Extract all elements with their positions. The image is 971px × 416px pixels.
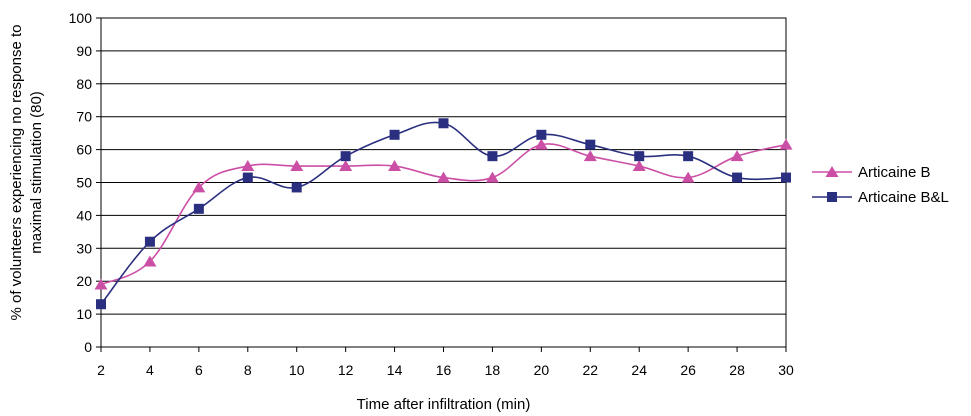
x-tick-label: 28 — [729, 362, 745, 378]
data-point-articaine-b-l — [438, 118, 449, 129]
data-point-articaine-b-l — [536, 129, 547, 140]
y-tick-label: 30 — [76, 240, 92, 256]
legend-marker-articaine-b-l — [827, 192, 837, 202]
x-tick-label: 4 — [146, 362, 154, 378]
data-point-articaine-b-l — [389, 129, 400, 140]
x-tick-label: 2 — [97, 362, 105, 378]
data-point-articaine-b — [779, 138, 793, 150]
data-point-articaine-b-l — [585, 139, 596, 150]
data-point-articaine-b-l — [144, 236, 155, 247]
data-point-articaine-b-l — [732, 172, 743, 183]
y-tick-label: 70 — [76, 109, 92, 125]
x-axis-ticks: 2 4 6 8 10 12 14 16 18 20 22 24 26 28 30 — [97, 347, 794, 378]
y-tick-label: 90 — [76, 43, 92, 59]
data-point-articaine-b — [94, 278, 108, 290]
data-point-articaine-b-l — [96, 299, 106, 310]
data-point-articaine-b — [730, 150, 744, 162]
x-tick-label: 24 — [631, 362, 647, 378]
data-point-articaine-b-l — [683, 151, 694, 162]
y-tick-label: 80 — [76, 76, 92, 92]
y-tick-label: 60 — [76, 142, 92, 158]
data-point-articaine-b-l — [634, 151, 645, 162]
data-point-articaine-b — [143, 255, 157, 267]
data-point-articaine-b — [241, 160, 255, 172]
x-tick-label: 30 — [778, 362, 794, 378]
legend-label-articaine-b-l: Articaine B&L — [858, 189, 949, 206]
legend: Articaine B Articaine B&L — [812, 164, 949, 206]
y-axis-ticks: 0 10 20 30 40 50 60 70 80 90 100 — [69, 10, 101, 355]
data-point-articaine-b — [437, 171, 450, 183]
x-tick-label: 8 — [244, 362, 252, 378]
y-tick-label: 50 — [76, 175, 92, 191]
data-point-articaine-b-l — [487, 151, 498, 162]
data-point-articaine-b — [339, 160, 353, 172]
legend-marker-articaine-b — [825, 166, 839, 177]
data-point-articaine-b-l — [781, 172, 791, 183]
series-line-articaine-b — [100, 143, 787, 286]
y-axis-title-line-2: maximal stimulation (80) — [28, 91, 45, 254]
x-tick-label: 22 — [582, 362, 598, 378]
y-tick-label: 0 — [84, 339, 92, 355]
data-point-articaine-b-l — [291, 182, 302, 193]
x-tick-label: 16 — [436, 362, 452, 378]
x-tick-label: 20 — [534, 362, 550, 378]
data-point-articaine-b — [681, 171, 695, 183]
x-tick-label: 26 — [680, 362, 696, 378]
data-point-articaine-b — [192, 181, 206, 193]
y-tick-label: 10 — [76, 306, 92, 322]
x-tick-label: 14 — [387, 362, 403, 378]
x-tick-label: 18 — [485, 362, 501, 378]
y-tick-label: 100 — [69, 10, 93, 26]
y-tick-label: 20 — [76, 273, 92, 289]
y-axis-title: % of volunteers experiencing no response… — [8, 24, 45, 320]
y-tick-label: 40 — [76, 207, 92, 223]
data-point-articaine-b — [485, 171, 499, 183]
data-point-articaine-b — [290, 160, 304, 172]
x-axis-title: Time after infiltration (min) — [357, 396, 531, 413]
x-tick-label: 6 — [195, 362, 203, 378]
data-point-articaine-b — [583, 150, 597, 162]
data-point-articaine-b — [632, 160, 646, 172]
data-point-articaine-b — [534, 138, 548, 150]
x-tick-label: 10 — [289, 362, 305, 378]
legend-label-articaine-b: Articaine B — [858, 164, 931, 181]
y-axis-title-line-1: % of volunteers experiencing no response… — [8, 24, 25, 320]
series-layer — [94, 118, 793, 310]
data-point-articaine-b-l — [340, 151, 351, 162]
data-point-articaine-b — [388, 160, 402, 172]
x-tick-label: 12 — [338, 362, 354, 378]
data-point-articaine-b-l — [193, 203, 204, 214]
data-point-articaine-b-l — [242, 172, 253, 183]
